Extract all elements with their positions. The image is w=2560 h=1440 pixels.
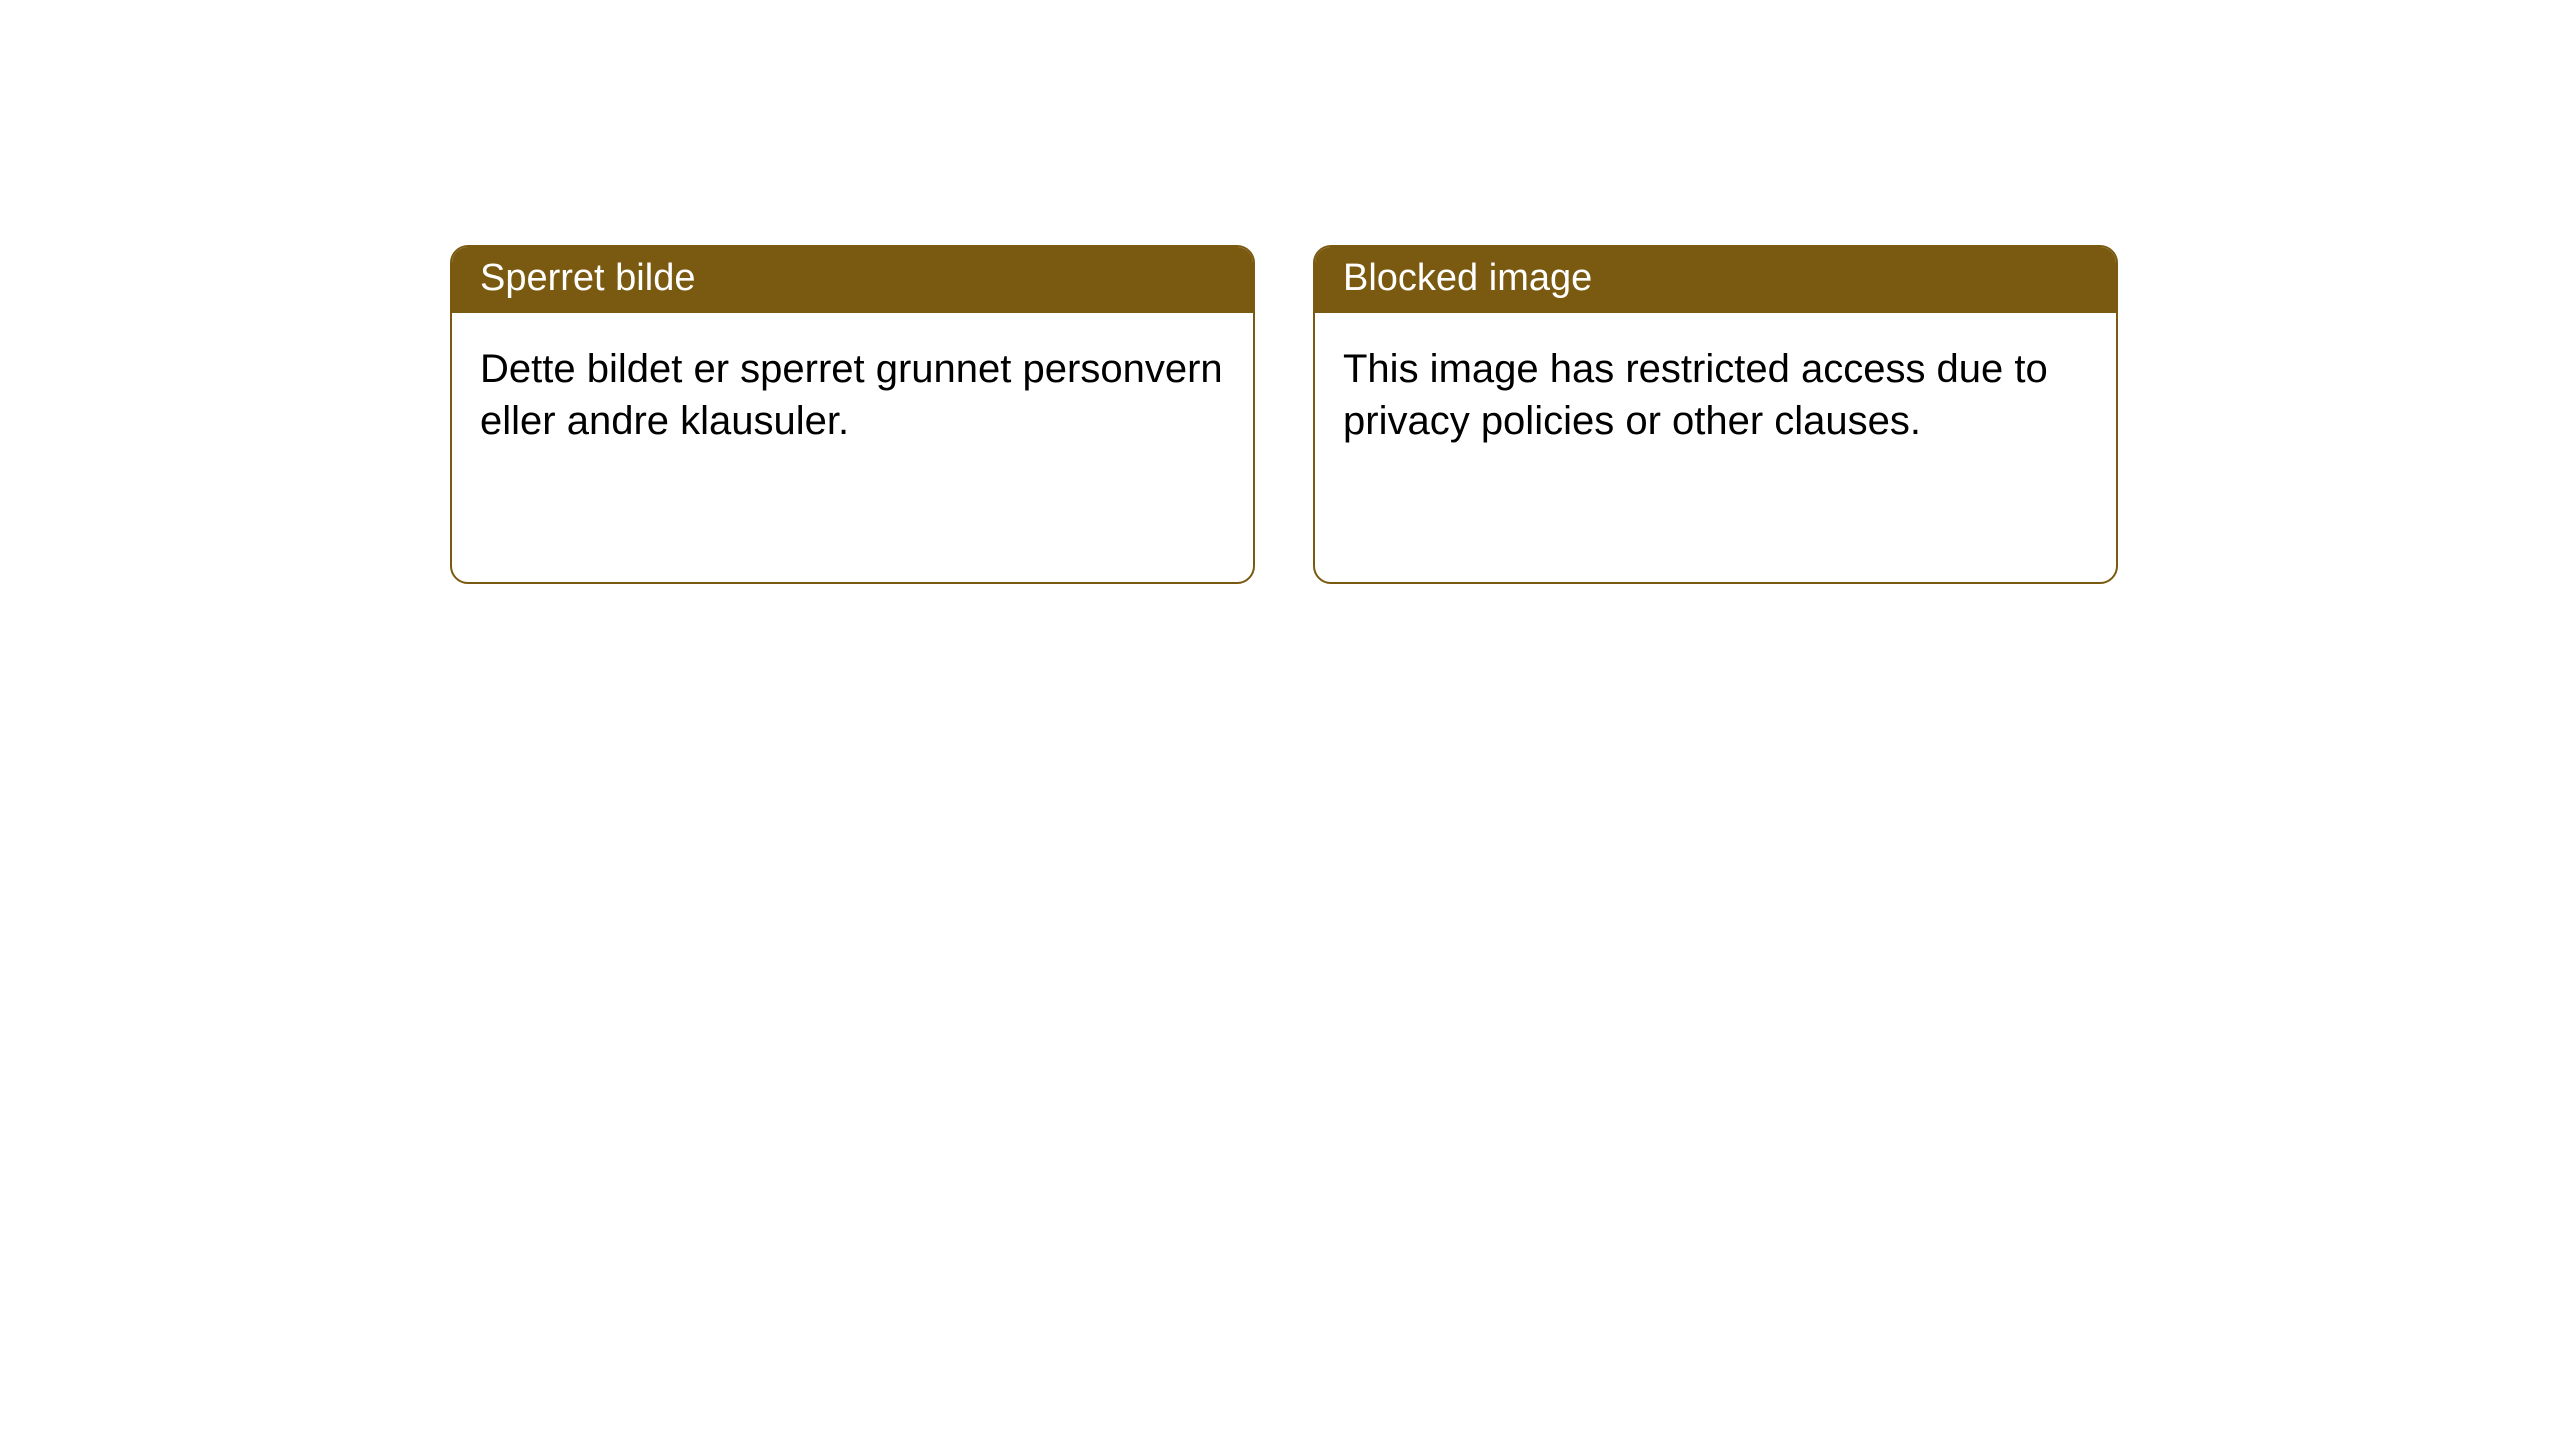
notice-header: Blocked image [1315, 247, 2116, 313]
notice-container: Sperret bilde Dette bildet er sperret gr… [0, 0, 2560, 584]
notice-card-norwegian: Sperret bilde Dette bildet er sperret gr… [450, 245, 1255, 584]
notice-card-english: Blocked image This image has restricted … [1313, 245, 2118, 584]
notice-body: This image has restricted access due to … [1315, 313, 2116, 479]
notice-body: Dette bildet er sperret grunnet personve… [452, 313, 1253, 479]
notice-header: Sperret bilde [452, 247, 1253, 313]
